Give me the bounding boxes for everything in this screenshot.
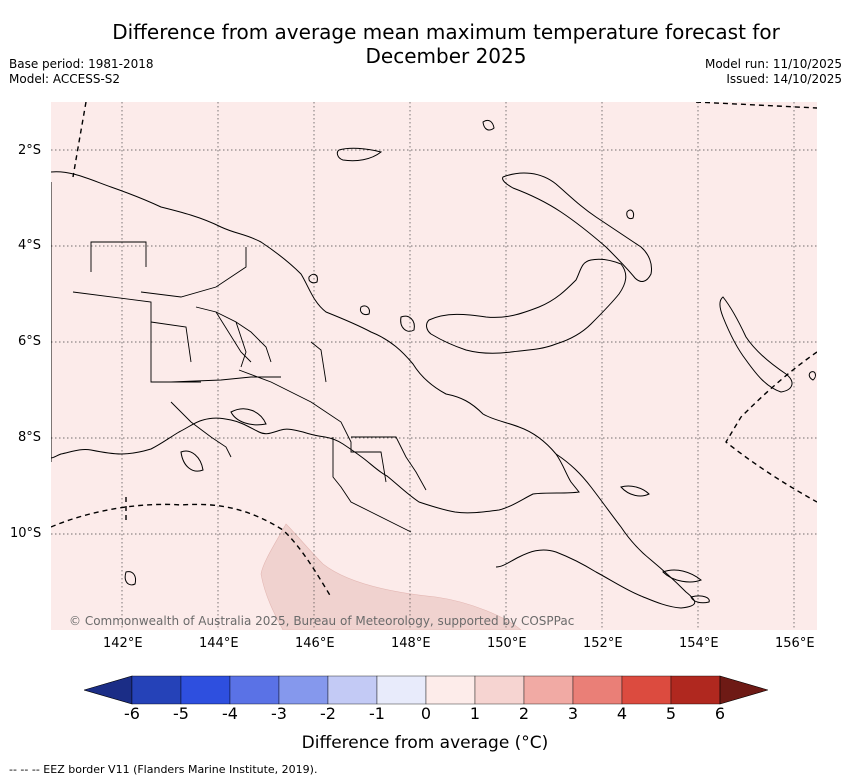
map-area bbox=[51, 102, 817, 630]
coastlines bbox=[51, 119, 816, 609]
colorbar-cell bbox=[327, 675, 378, 705]
colorbar-svg bbox=[82, 675, 770, 705]
lon-tick-156e: 156°E bbox=[775, 636, 815, 651]
lat-tick-6s: 6°S bbox=[18, 334, 42, 349]
colorbar-tick-label: 2 bbox=[518, 704, 530, 723]
colorbar-cell bbox=[180, 675, 231, 705]
colorbar-tick-label: -3 bbox=[271, 704, 287, 723]
model-text: Model: ACCESS-S2 bbox=[9, 72, 121, 86]
meta-right: Model run: 11/10/2025 Issued: 14/10/2025 bbox=[705, 57, 842, 87]
colorbar-cell bbox=[572, 675, 623, 705]
colorbar-tick-label: 1 bbox=[469, 704, 481, 723]
base-period-text: Base period: 1981-2018 bbox=[9, 57, 154, 71]
colorbar-tick-label: -5 bbox=[173, 704, 189, 723]
colorbar bbox=[82, 675, 770, 709]
map-background bbox=[51, 102, 817, 630]
colorbar-tick-label: -6 bbox=[124, 704, 140, 723]
colorbar-title: Difference from average (°C) bbox=[301, 733, 549, 753]
lon-tick-150e: 150°E bbox=[487, 636, 527, 651]
province-borders bbox=[72, 241, 427, 533]
lon-tick-144e: 144°E bbox=[199, 636, 239, 651]
colorbar-extend-low bbox=[82, 675, 133, 705]
colorbar-cell bbox=[278, 675, 329, 705]
model-run-text: Model run: 11/10/2025 bbox=[704, 57, 842, 71]
colorbar-tick-label: 6 bbox=[714, 704, 726, 723]
meta-left: Base period: 1981-2018 Model: ACCESS-S2 bbox=[9, 57, 154, 87]
lon-tick-146e: 146°E bbox=[295, 636, 335, 651]
colorbar-extend-high bbox=[719, 675, 770, 705]
colorbar-cell bbox=[621, 675, 672, 705]
map-svg bbox=[51, 102, 817, 630]
colorbar-cell bbox=[425, 675, 476, 705]
lat-tick-8s: 8°S bbox=[18, 430, 42, 445]
gridlines bbox=[51, 102, 817, 630]
title-line-1: Difference from average mean maximum tem… bbox=[112, 20, 780, 44]
copyright-text: © Commonwealth of Australia 2025, Bureau… bbox=[69, 614, 575, 628]
map-title: Difference from average mean maximum tem… bbox=[60, 20, 832, 68]
colorbar-cell bbox=[229, 675, 280, 705]
colorbar-tick-label: -1 bbox=[369, 704, 385, 723]
colorbar-cell bbox=[376, 675, 427, 705]
colorbar-cell bbox=[523, 675, 574, 705]
colorbar-cell bbox=[670, 675, 721, 705]
lon-tick-142e: 142°E bbox=[103, 636, 143, 651]
colorbar-tick-label: 5 bbox=[665, 704, 677, 723]
lon-tick-154e: 154°E bbox=[679, 636, 719, 651]
issued-text: Issued: 14/10/2025 bbox=[726, 72, 842, 86]
colorbar-tick-label: -4 bbox=[222, 704, 238, 723]
lat-tick-10s: 10°S bbox=[10, 526, 42, 541]
colorbar-tick-label: 0 bbox=[420, 704, 432, 723]
colorbar-tick-label: 3 bbox=[567, 704, 579, 723]
eez-borders bbox=[51, 102, 817, 598]
lat-tick-2s: 2°S bbox=[18, 143, 42, 158]
colorbar-cell bbox=[474, 675, 525, 705]
lat-tick-4s: 4°S bbox=[18, 238, 42, 253]
colorbar-tick-label: -2 bbox=[320, 704, 336, 723]
lon-tick-152e: 152°E bbox=[583, 636, 623, 651]
colorbar-tick-label: 4 bbox=[616, 704, 628, 723]
anomaly-patch bbox=[260, 523, 522, 630]
lon-tick-148e: 148°E bbox=[391, 636, 431, 651]
eez-footer-note: -- -- -- EEZ border V11 (Flanders Marine… bbox=[9, 763, 318, 776]
colorbar-cell bbox=[131, 675, 182, 705]
title-line-2: December 2025 bbox=[365, 44, 527, 68]
colorbar-cells bbox=[82, 675, 770, 705]
